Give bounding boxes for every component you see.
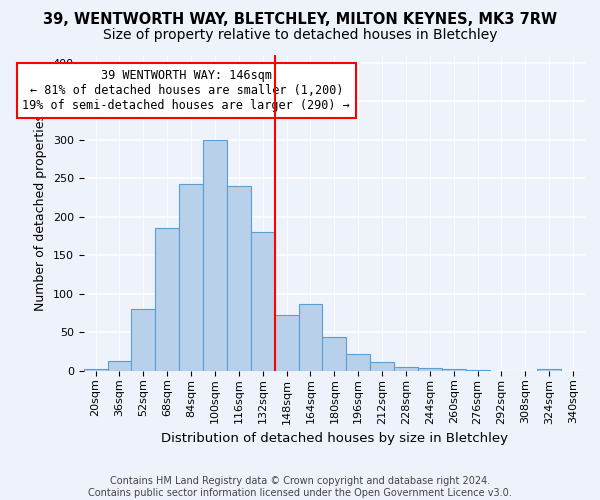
Bar	[83, 368, 107, 371]
Text: 39, WENTWORTH WAY, BLETCHLEY, MILTON KEYNES, MK3 7RW: 39, WENTWORTH WAY, BLETCHLEY, MILTON KEY…	[43, 12, 557, 28]
Bar	[322, 337, 346, 371]
Bar	[442, 370, 466, 371]
Bar	[227, 186, 251, 371]
Text: 39 WENTWORTH WAY: 146sqm
← 81% of detached houses are smaller (1,200)
19% of sem: 39 WENTWORTH WAY: 146sqm ← 81% of detach…	[22, 69, 350, 112]
Bar	[299, 304, 322, 371]
Bar	[131, 310, 155, 371]
Bar	[179, 184, 203, 371]
Y-axis label: Number of detached properties: Number of detached properties	[34, 114, 47, 312]
Bar	[370, 362, 394, 371]
Bar	[275, 314, 299, 371]
Text: Size of property relative to detached houses in Bletchley: Size of property relative to detached ho…	[103, 28, 497, 42]
Bar	[251, 232, 275, 371]
Bar	[418, 368, 442, 371]
Bar	[537, 368, 561, 371]
Bar	[466, 370, 490, 371]
Bar	[394, 367, 418, 371]
Bar	[203, 140, 227, 371]
Bar	[107, 361, 131, 371]
Bar	[346, 354, 370, 371]
Bar	[155, 228, 179, 371]
X-axis label: Distribution of detached houses by size in Bletchley: Distribution of detached houses by size …	[161, 432, 508, 445]
Text: Contains HM Land Registry data © Crown copyright and database right 2024.
Contai: Contains HM Land Registry data © Crown c…	[88, 476, 512, 498]
